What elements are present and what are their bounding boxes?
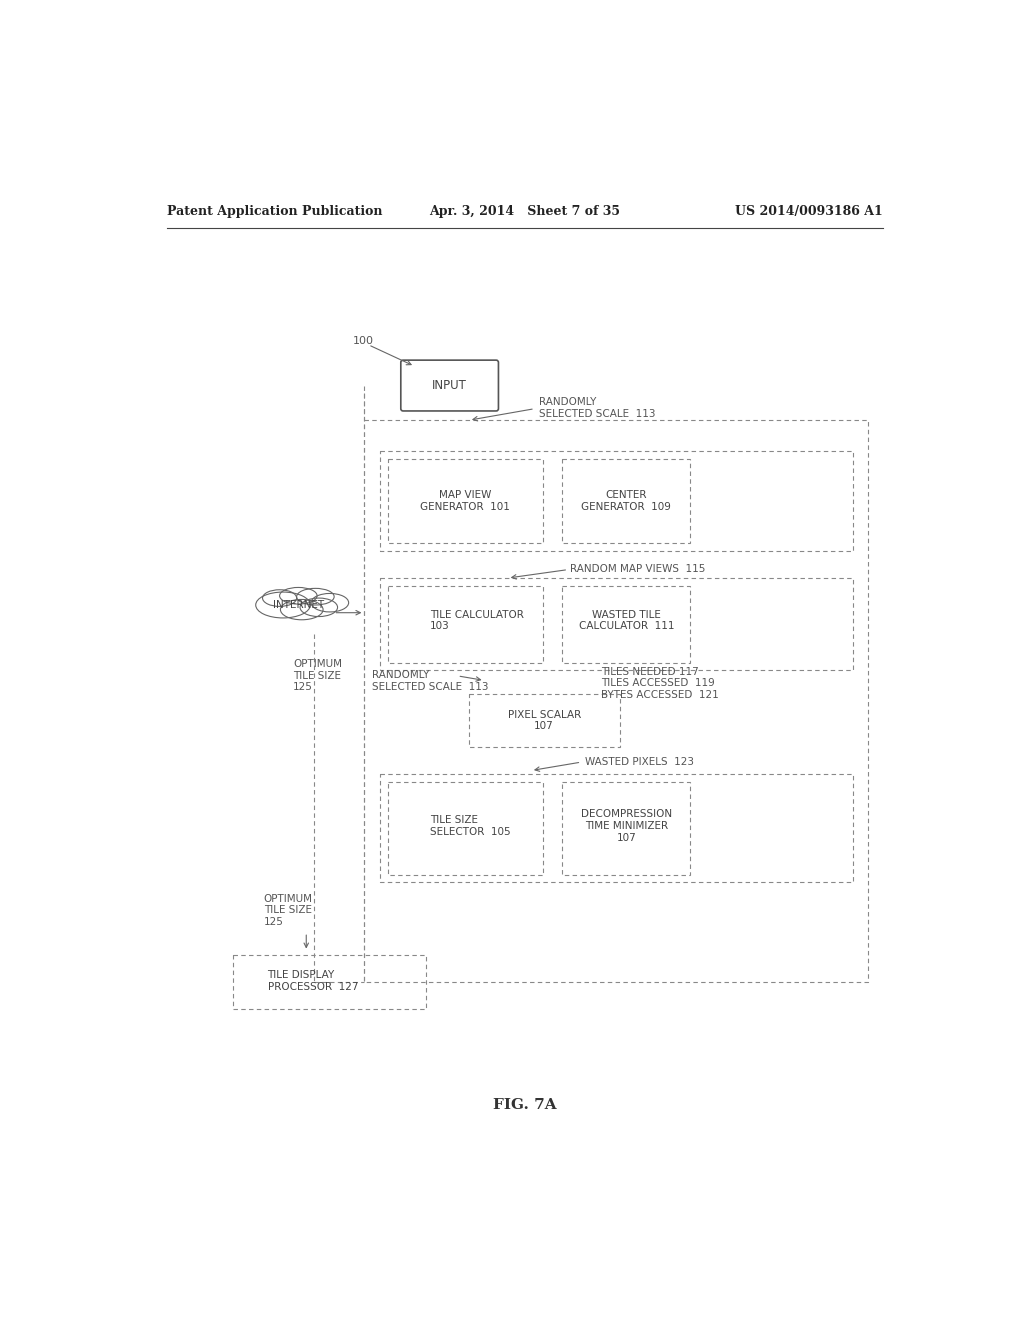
Text: RANDOMLY
SELECTED SCALE  113: RANDOMLY SELECTED SCALE 113 xyxy=(372,671,488,692)
Text: INPUT: INPUT xyxy=(432,379,467,392)
Bar xyxy=(562,586,690,663)
Text: PIXEL SCALAR
107: PIXEL SCALAR 107 xyxy=(508,710,581,731)
Bar xyxy=(562,459,690,544)
Text: MAP VIEW
GENERATOR  101: MAP VIEW GENERATOR 101 xyxy=(420,490,510,512)
Ellipse shape xyxy=(262,590,297,606)
Bar xyxy=(388,459,543,544)
Bar xyxy=(365,420,868,982)
Text: TILES NEEDED 117
TILES ACCESSED  119
BYTES ACCESSED  121: TILES NEEDED 117 TILES ACCESSED 119 BYTE… xyxy=(601,667,719,700)
Bar xyxy=(380,578,853,671)
Text: RANDOMLY
SELECTED SCALE  113: RANDOMLY SELECTED SCALE 113 xyxy=(539,397,655,418)
Text: RANDOM MAP VIEWS  115: RANDOM MAP VIEWS 115 xyxy=(569,564,706,574)
Bar xyxy=(380,775,853,882)
Bar xyxy=(562,781,690,874)
Ellipse shape xyxy=(281,599,323,620)
Text: TILE CALCULATOR
103: TILE CALCULATOR 103 xyxy=(430,610,524,631)
Bar xyxy=(469,693,621,747)
Ellipse shape xyxy=(280,587,317,605)
Bar xyxy=(232,956,426,1010)
Text: FIG. 7A: FIG. 7A xyxy=(493,1098,557,1111)
Ellipse shape xyxy=(256,593,310,618)
Bar xyxy=(380,451,853,552)
Text: US 2014/0093186 A1: US 2014/0093186 A1 xyxy=(735,205,883,218)
Text: WASTED TILE
CALCULATOR  111: WASTED TILE CALCULATOR 111 xyxy=(579,610,674,631)
Text: CENTER
GENERATOR  109: CENTER GENERATOR 109 xyxy=(582,490,672,512)
Text: Apr. 3, 2014   Sheet 7 of 35: Apr. 3, 2014 Sheet 7 of 35 xyxy=(429,205,621,218)
Text: Patent Application Publication: Patent Application Publication xyxy=(167,205,382,218)
Ellipse shape xyxy=(311,594,348,612)
Text: DECOMPRESSION
TIME MINIMIZER
107: DECOMPRESSION TIME MINIMIZER 107 xyxy=(581,809,672,842)
Ellipse shape xyxy=(300,598,338,616)
Text: OPTIMUM
TILE SIZE
125: OPTIMUM TILE SIZE 125 xyxy=(263,894,312,927)
Text: TILE DISPLAY
PROCESSOR  127: TILE DISPLAY PROCESSOR 127 xyxy=(267,970,358,991)
Text: 100: 100 xyxy=(352,335,374,346)
Bar xyxy=(388,781,543,874)
Text: INTERNET: INTERNET xyxy=(273,601,324,610)
Text: OPTIMUM
TILE SIZE
125: OPTIMUM TILE SIZE 125 xyxy=(293,659,342,692)
Bar xyxy=(388,586,543,663)
Ellipse shape xyxy=(297,589,334,605)
Text: TILE SIZE
SELECTOR  105: TILE SIZE SELECTOR 105 xyxy=(430,816,511,837)
Text: WASTED PIXELS  123: WASTED PIXELS 123 xyxy=(586,758,694,767)
